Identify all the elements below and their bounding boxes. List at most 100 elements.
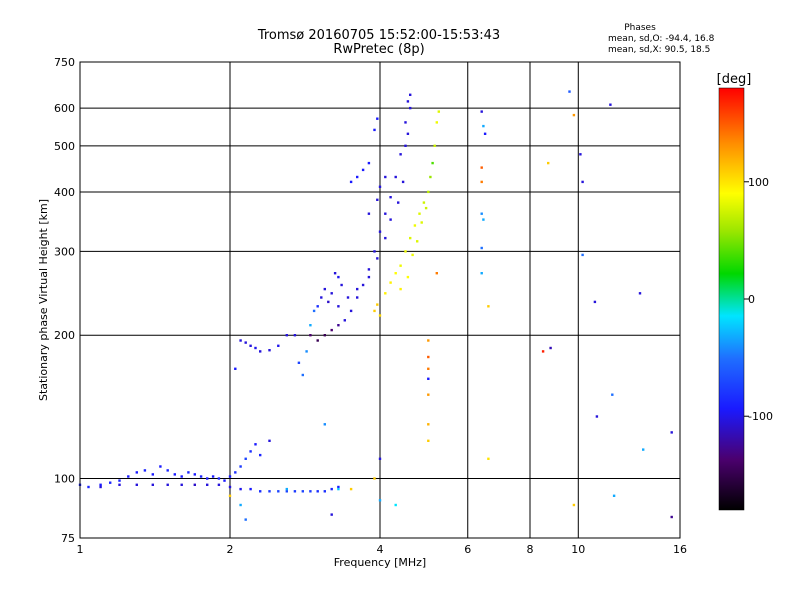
echo-point <box>349 487 353 491</box>
echo-point <box>337 275 340 279</box>
phase-stats-x: mean, sd,X: 90.5, 18.5 <box>608 45 710 55</box>
echo-point <box>373 477 376 480</box>
echo-point <box>416 240 419 243</box>
echo-point <box>361 168 365 172</box>
echo-point <box>330 487 333 491</box>
echo-point <box>549 346 552 350</box>
echo-point <box>309 334 312 337</box>
echo-point <box>316 339 319 342</box>
echo-point <box>180 475 183 478</box>
grid-lines <box>80 62 680 538</box>
scatter-points <box>78 90 673 521</box>
echo-point <box>337 324 340 327</box>
plot-frame <box>79 61 681 539</box>
echo-point <box>151 483 154 486</box>
echo-point <box>399 264 402 267</box>
echo-point <box>316 305 319 308</box>
echo-point <box>401 180 405 184</box>
echo-point <box>244 341 247 344</box>
y-tick-label: 300 <box>54 245 75 258</box>
echo-point <box>427 393 430 396</box>
echo-point <box>384 212 387 215</box>
echo-point <box>670 431 673 434</box>
x-tick-label: 2 <box>227 543 234 556</box>
echo-point <box>330 292 333 295</box>
echo-point <box>579 153 582 156</box>
echo-point <box>166 483 169 486</box>
echo-point <box>480 110 483 113</box>
echo-point <box>427 423 430 426</box>
echo-point <box>642 448 645 451</box>
echo-point <box>259 350 262 353</box>
echo-point <box>254 346 257 350</box>
x-tick-label: 1 <box>77 543 84 556</box>
echo-point <box>435 121 438 124</box>
echo-point <box>487 457 490 460</box>
x-tick-label: 8 <box>527 543 534 556</box>
y-tick-label: 750 <box>54 56 75 69</box>
echo-point <box>330 328 333 332</box>
echo-point <box>399 153 402 156</box>
x-tick-label: 10 <box>571 543 585 556</box>
echo-point <box>487 305 490 308</box>
echo-point <box>389 218 392 221</box>
echo-point <box>435 272 438 275</box>
echo-point <box>118 483 121 486</box>
echo-point <box>337 487 340 491</box>
echo-point <box>389 281 392 284</box>
echo-point <box>409 106 412 110</box>
echo-point <box>239 503 242 507</box>
echo-point <box>373 128 376 132</box>
echo-point <box>427 377 430 380</box>
echo-point <box>323 287 326 291</box>
chart-title-line2: RwPretec (8p) <box>333 42 424 57</box>
echo-point <box>316 490 319 493</box>
echo-point <box>234 367 237 370</box>
echo-point <box>135 471 138 474</box>
colorbar-tick-label: -100 <box>748 410 773 423</box>
echo-point <box>427 367 430 370</box>
echo-point <box>638 292 642 295</box>
echo-point <box>173 473 176 476</box>
x-tick-label: 4 <box>377 543 384 556</box>
x-tick-labels: 1 2 4 6 8 10 16 <box>77 543 688 556</box>
echo-point <box>330 513 333 516</box>
echo-point <box>404 250 407 253</box>
echo-point <box>99 483 102 486</box>
echo-point <box>323 423 326 426</box>
echo-point <box>127 475 130 478</box>
echo-point <box>312 309 316 313</box>
echo-point <box>611 393 614 396</box>
y-axis-label: Stationary phase Virtual Height [km] <box>37 199 50 401</box>
echo-point <box>378 499 382 502</box>
echo-point <box>356 296 359 299</box>
echo-point <box>411 253 414 257</box>
echo-point <box>378 230 382 233</box>
echo-point <box>109 481 112 484</box>
echo-point <box>297 361 301 364</box>
echo-point <box>180 483 183 486</box>
echo-point <box>244 457 247 460</box>
echo-point <box>480 166 483 169</box>
phase-stats-title: Phases <box>624 23 656 33</box>
echo-point <box>480 272 483 275</box>
echo-point <box>367 275 371 279</box>
echo-point <box>394 503 397 507</box>
echo-point <box>239 465 242 468</box>
echo-point <box>420 221 423 224</box>
echo-point <box>333 272 337 275</box>
chart-title-line1: Tromsø 20160705 15:52:00-15:53:43 <box>257 28 500 43</box>
echo-point <box>135 483 138 486</box>
echo-point <box>367 161 371 165</box>
echo-point <box>367 268 371 271</box>
echo-point <box>581 253 584 257</box>
echo-point <box>378 185 382 188</box>
x-tick-label: 6 <box>464 543 471 556</box>
echo-point <box>409 93 412 96</box>
echo-point <box>118 479 121 482</box>
echo-point <box>320 296 323 299</box>
echo-point <box>349 180 353 184</box>
echo-point <box>581 180 584 184</box>
echo-point <box>254 443 257 446</box>
